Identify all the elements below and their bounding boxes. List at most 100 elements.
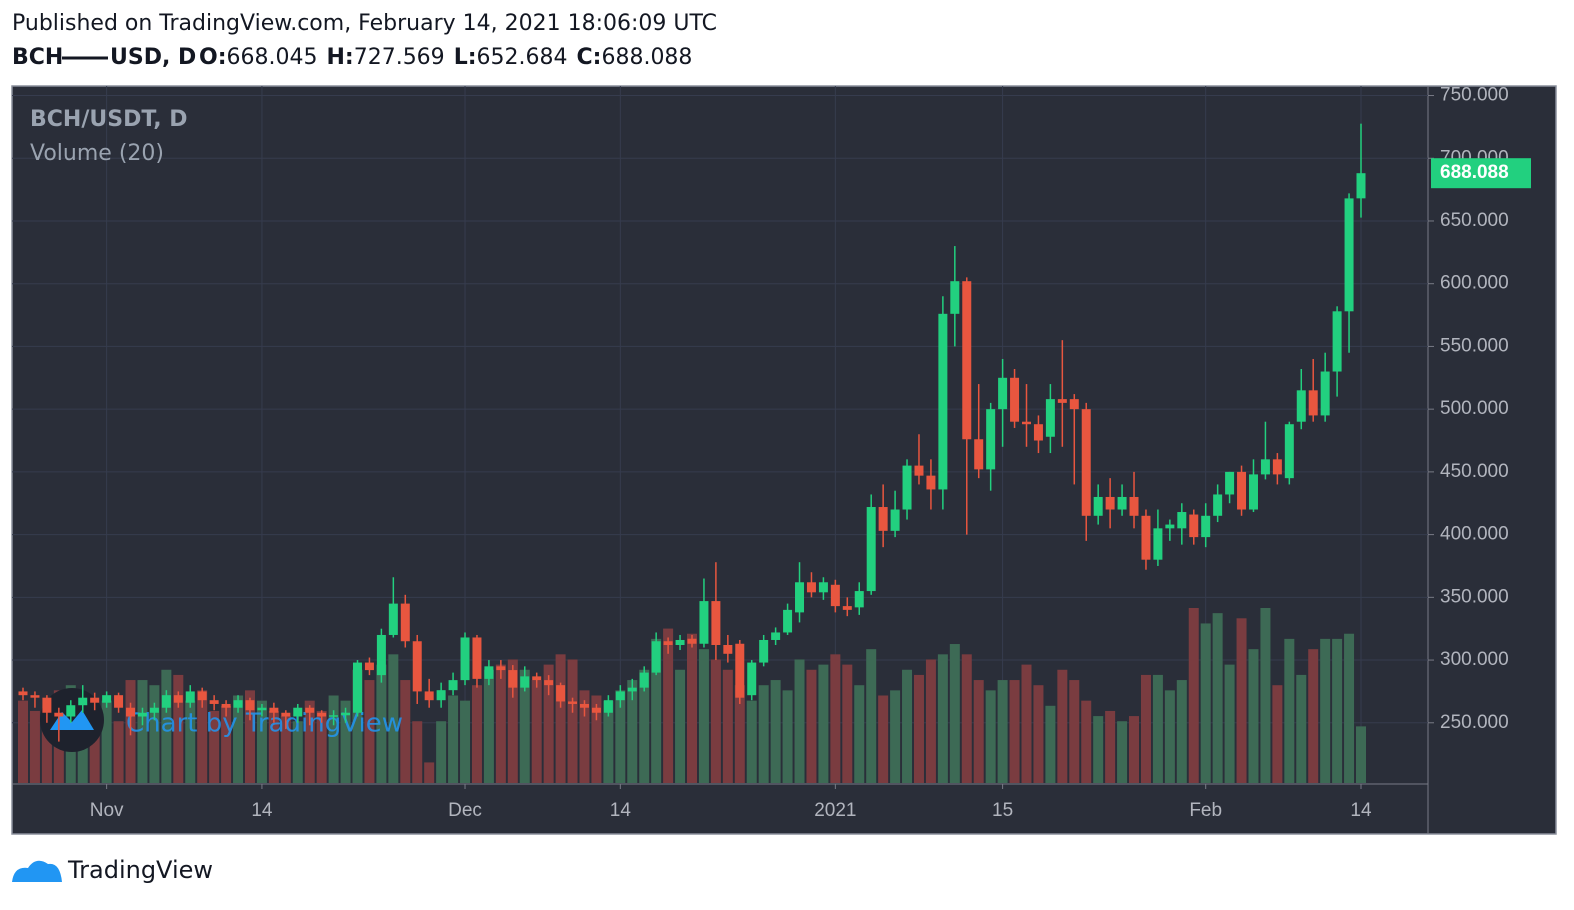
volume-bar [161,669,172,783]
candle-body [783,609,793,633]
candle-body [663,641,673,646]
candle-body [854,591,864,608]
candle-body [974,439,984,470]
candle-body [436,690,446,701]
y-tick-label: 350.000 [1440,586,1509,607]
candle-body [651,641,661,673]
candle-body [890,509,900,531]
candle-body [771,632,781,640]
volume-bar [1033,685,1044,783]
candle-body [281,712,291,717]
ohlc-key: H: [326,45,353,70]
volume-bar [1117,721,1128,783]
candle-body [878,507,888,531]
volume-bar [137,680,148,783]
candle-body [209,700,219,704]
volume-bar [1224,664,1235,783]
candle-body [161,695,171,708]
volume-bar [651,638,662,783]
candle-body [1057,399,1067,403]
volume-bar [878,695,889,783]
symbol: BCH [12,45,63,70]
volume-bar [173,674,184,783]
volume-bar [18,700,28,783]
volume-bar [758,685,769,783]
volume-bar [1272,685,1283,783]
volume-bar [448,695,459,783]
y-tick-label: 450.000 [1440,461,1509,482]
volume-bar [902,669,913,783]
candle-body [615,691,625,701]
candle-body [902,465,912,510]
volume-bar [1009,680,1020,783]
x-tick-label: 14 [1350,800,1372,821]
volume-bar [842,664,853,783]
volume-bar [280,716,291,783]
volume-bar [794,659,805,783]
x-tick-label: 15 [992,800,1013,821]
candle-body [568,701,578,704]
volume-bar [209,710,220,783]
ohlc-value: 688.088 [601,45,692,70]
volume-bar [221,705,232,783]
volume-bar [591,695,602,783]
volume-bar [818,664,829,783]
candle-body [448,680,458,691]
candle-body [926,475,936,490]
candle-body [747,662,757,696]
last-price-label: 688.088 [1440,162,1509,183]
volume-bar [1129,716,1140,783]
candle-body [508,670,518,688]
volume-bar [519,669,530,783]
volume-bar [268,710,279,783]
ohlc-key: O: [199,45,227,70]
candle-body [269,707,279,713]
candle-body [795,582,805,613]
brand-logo [12,860,62,882]
candle-body [54,712,64,717]
quote: USD, D [110,45,196,70]
candle-body [1272,459,1282,475]
candle-body [532,676,542,681]
indicator-title: Volume (20) [30,141,164,166]
volume-bar [292,721,303,783]
watermark-text: Chart by TradingView [126,709,403,739]
candle-body [30,695,40,698]
y-tick-label: 650.000 [1440,210,1509,231]
x-tick-label: Dec [448,800,482,821]
candle-body [1033,424,1043,441]
candle-body [305,707,315,713]
candle-body [376,634,386,676]
volume-bar [746,700,757,783]
volume-bar [1140,674,1151,783]
candle-body [687,638,697,644]
candle-body [699,601,709,644]
volume-bar [973,680,984,783]
volume-bar [436,721,447,783]
candle-body [627,687,637,692]
candle-body [579,703,589,708]
candle-body [412,641,422,692]
volume-bar [1320,638,1331,783]
candle-body [293,707,303,717]
volume-bar [543,664,554,783]
candle-body [1141,515,1151,560]
candle-body [1105,496,1115,510]
volume-bar [197,690,208,783]
volume-bar [1236,618,1247,783]
volume-bar [1081,700,1092,783]
volume-bar [1164,690,1175,783]
candle-body [1117,496,1127,510]
candle-body [221,703,231,708]
candle-body [102,695,112,703]
volume-bar [244,690,255,783]
volume-bar [663,628,674,783]
volume-bar [304,700,315,783]
volume-bar [352,669,363,783]
volume-bar [29,710,40,783]
candle-body [424,691,434,701]
volume-bar [316,710,327,783]
candle-body [245,700,255,711]
candle-body [962,281,972,440]
